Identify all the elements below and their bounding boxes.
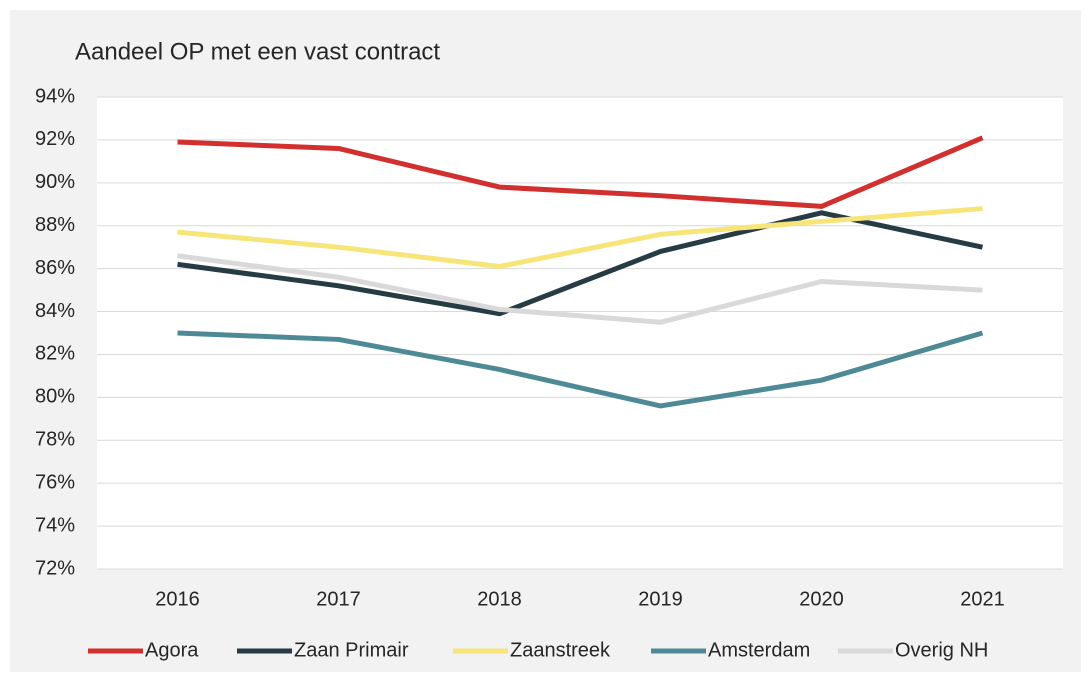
x-tick-label: 2019 bbox=[638, 588, 683, 610]
y-tick-label: 74% bbox=[35, 514, 75, 536]
x-tick-label: 2016 bbox=[155, 588, 200, 610]
chart-title: Aandeel OP met een vast contract bbox=[75, 38, 440, 65]
x-tick-label: 2017 bbox=[316, 588, 361, 610]
y-tick-label: 76% bbox=[35, 471, 75, 493]
legend-label: Overig NH bbox=[895, 639, 988, 661]
legend-label: Amsterdam bbox=[708, 639, 810, 661]
x-tick-label: 2020 bbox=[799, 588, 844, 610]
y-tick-label: 80% bbox=[35, 386, 75, 408]
legend-label: Zaanstreek bbox=[510, 639, 611, 661]
y-tick-label: 90% bbox=[35, 171, 75, 193]
x-tick-label: 2018 bbox=[477, 588, 522, 610]
y-tick-label: 92% bbox=[35, 128, 75, 150]
x-tick-label: 2021 bbox=[960, 588, 1005, 610]
y-tick-label: 78% bbox=[35, 429, 75, 451]
y-tick-label: 72% bbox=[35, 557, 75, 579]
legend-label: Zaan Primair bbox=[294, 639, 409, 661]
y-tick-label: 94% bbox=[35, 85, 75, 107]
series-line bbox=[177, 206, 983, 269]
y-tick-label: 84% bbox=[35, 300, 75, 322]
series-line bbox=[177, 330, 984, 409]
series-line bbox=[177, 253, 983, 325]
y-tick-label: 82% bbox=[35, 343, 75, 365]
legend-label: Agora bbox=[145, 639, 199, 661]
y-tick-label: 88% bbox=[35, 214, 75, 236]
series-line bbox=[177, 135, 984, 209]
plot-area bbox=[97, 97, 1063, 569]
y-tick-label: 86% bbox=[35, 257, 75, 279]
